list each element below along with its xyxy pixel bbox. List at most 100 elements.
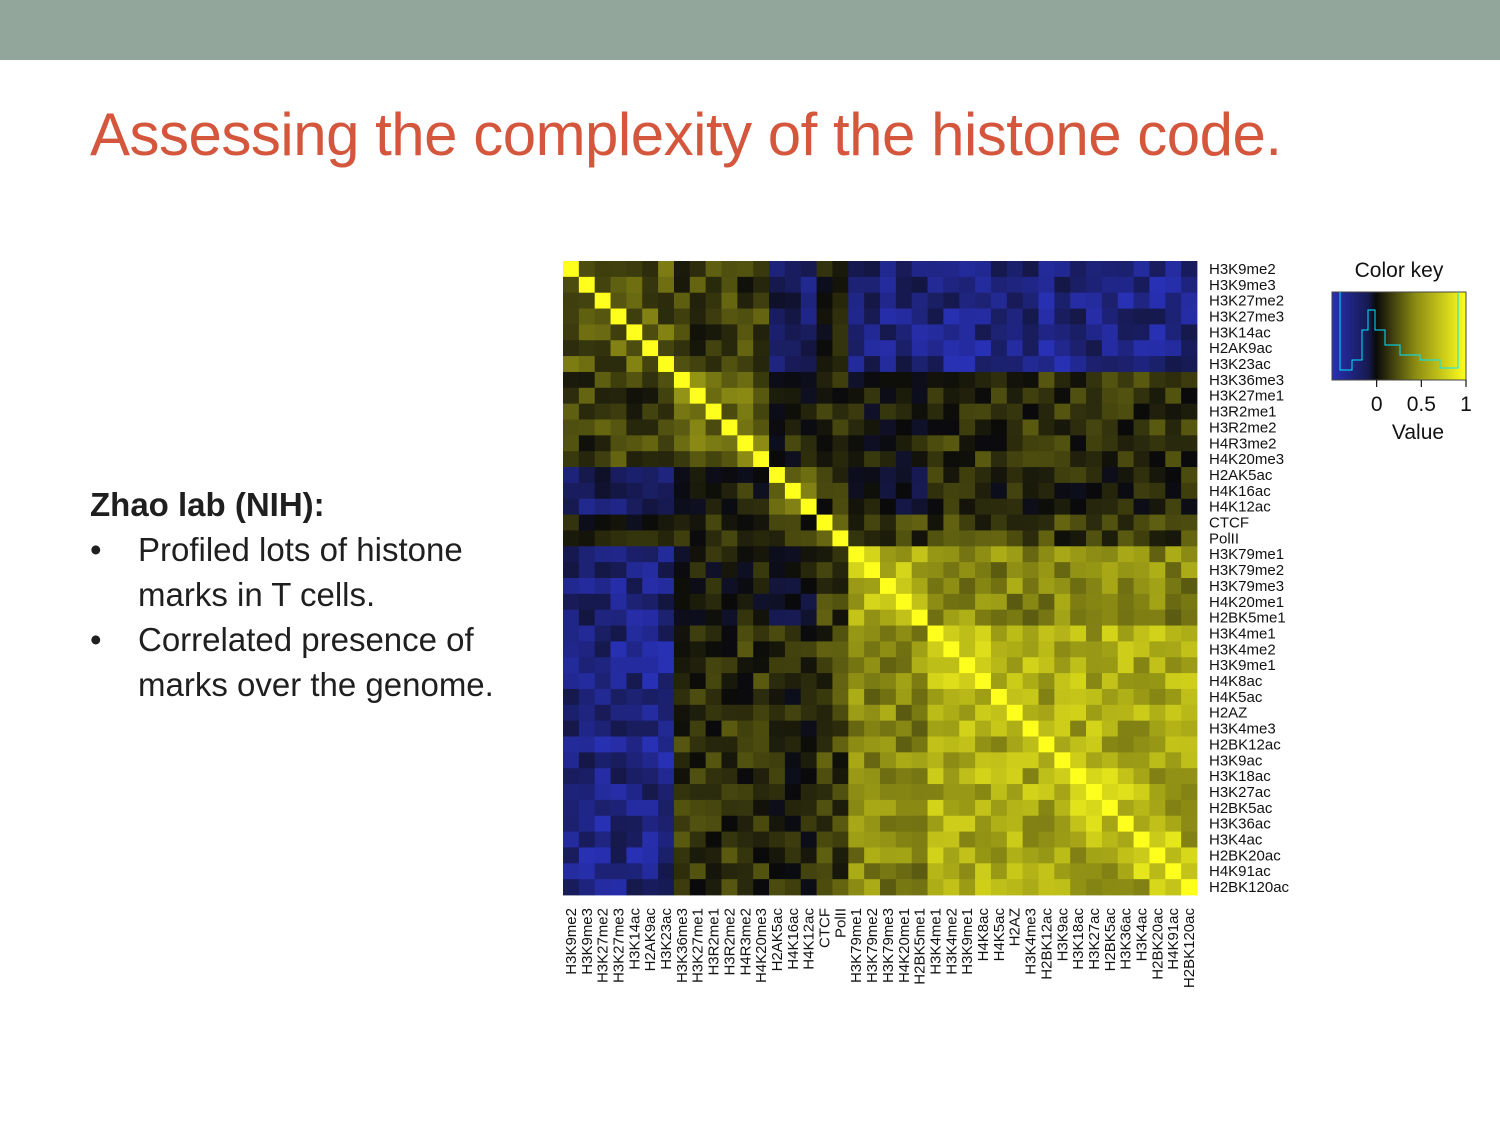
- top-bar: [0, 0, 1500, 60]
- heatmap-cell: [864, 371, 881, 389]
- heatmap-cell: [578, 530, 596, 547]
- heatmap-cell: [816, 625, 833, 642]
- heatmap-cell: [848, 403, 865, 420]
- heatmap-cell: [626, 736, 643, 753]
- heatmap-cell: [1022, 340, 1039, 357]
- heatmap-cell: [1086, 467, 1103, 484]
- heatmap-cell: [784, 340, 802, 357]
- heatmap-cell: [673, 403, 691, 420]
- heatmap-cell: [673, 530, 691, 547]
- heatmap-cell: [990, 799, 1008, 817]
- heatmap-cell: [642, 276, 659, 294]
- heatmap-cell: [753, 514, 770, 531]
- heatmap-cell: [578, 736, 596, 753]
- heatmap-cell: [594, 799, 611, 817]
- heatmap-cell: [848, 387, 865, 405]
- heatmap-cell: [673, 451, 691, 468]
- row-label: H3K9me1: [1209, 657, 1276, 674]
- heatmap-cell: [689, 324, 707, 341]
- heatmap-cell: [1086, 371, 1103, 389]
- heatmap-cell: [975, 815, 992, 832]
- heatmap-cell: [975, 324, 992, 341]
- heatmap-cell: [769, 261, 786, 278]
- heatmap-cell: [594, 467, 611, 484]
- row-label: H3K27me3: [1209, 308, 1284, 325]
- heatmap-cell: [959, 403, 976, 420]
- column-label: H2BK12ac: [1038, 908, 1055, 980]
- heatmap-cell: [658, 593, 675, 611]
- heatmap-cell: [563, 530, 580, 547]
- heatmap-cell: [848, 261, 865, 278]
- heatmap-cell: [1006, 625, 1024, 642]
- heatmap-cell: [848, 736, 865, 753]
- heatmap-cell: [1086, 530, 1103, 547]
- heatmap-cell: [642, 799, 659, 817]
- heatmap-cell: [800, 562, 817, 579]
- heatmap-cell: [895, 609, 913, 626]
- heatmap-cell: [578, 261, 596, 278]
- heatmap-cell: [578, 688, 596, 706]
- heatmap-cell: [610, 276, 627, 294]
- heatmap-cell: [895, 562, 913, 579]
- heatmap-cell: [1181, 784, 1198, 801]
- heatmap-cell: [1006, 847, 1024, 864]
- heatmap-cell: [864, 847, 881, 864]
- heatmap-cell: [959, 387, 976, 405]
- heatmap-cell: [721, 768, 738, 785]
- heatmap-cell: [1149, 308, 1166, 325]
- heatmap-cell: [1006, 784, 1024, 801]
- heatmap-cell: [737, 403, 754, 420]
- heatmap-cell: [610, 736, 627, 753]
- heatmap-cell: [895, 546, 913, 563]
- heatmap-cell: [1149, 720, 1166, 737]
- heatmap-cell: [594, 768, 611, 785]
- heatmap-cell: [578, 593, 596, 611]
- heatmap-cell: [642, 562, 659, 579]
- heatmap-cell: [642, 498, 659, 515]
- heatmap-cell: [721, 530, 738, 547]
- heatmap-cell: [1038, 356, 1055, 373]
- heatmap-cell: [563, 688, 580, 706]
- heatmap-cell: [1149, 768, 1166, 785]
- heatmap-cell: [1038, 784, 1055, 801]
- heatmap-cell: [943, 546, 960, 563]
- heatmap-cell: [895, 736, 913, 753]
- heatmap-cell: [1149, 625, 1166, 642]
- heatmap-cell: [689, 308, 707, 325]
- heatmap-cell: [927, 451, 944, 468]
- heatmap-cell: [832, 340, 849, 357]
- heatmap-cell: [578, 625, 596, 642]
- heatmap-cell: [959, 831, 976, 848]
- row-label: H2BK12ac: [1209, 736, 1281, 753]
- heatmap-cell: [1165, 308, 1182, 325]
- heatmap-cell: [784, 451, 802, 468]
- heatmap-cell: [658, 261, 675, 278]
- heatmap-cell: [832, 562, 849, 579]
- heatmap-cell: [816, 752, 833, 769]
- heatmap-cell: [1117, 340, 1134, 357]
- heatmap-cell: [959, 752, 976, 769]
- heatmap-cell: [673, 879, 691, 896]
- heatmap-cell: [1070, 467, 1087, 484]
- heatmap-cell: [943, 467, 960, 484]
- row-label: H4K91ac: [1209, 863, 1271, 880]
- heatmap-cell: [990, 720, 1008, 737]
- heatmap-cell: [975, 435, 992, 452]
- heatmap-cell: [626, 799, 643, 817]
- heatmap-cell: [578, 815, 596, 832]
- heatmap-cell: [1133, 308, 1150, 325]
- heatmap-cell: [594, 720, 611, 737]
- heatmap-cell: [848, 498, 865, 515]
- heatmap-cell: [721, 340, 738, 357]
- heatmap-cell: [1054, 419, 1071, 436]
- heatmap-cell: [1022, 514, 1039, 531]
- heatmap-cell: [943, 736, 960, 753]
- heatmap-cell: [1006, 863, 1024, 880]
- heatmap-cell: [1054, 403, 1071, 420]
- heatmap-cell: [594, 625, 611, 642]
- heatmap-cell: [990, 578, 1008, 595]
- heatmap-cell: [990, 261, 1008, 278]
- heatmap-cell: [1101, 546, 1119, 563]
- heatmap-cell: [784, 498, 802, 515]
- heatmap-cell: [1101, 419, 1119, 436]
